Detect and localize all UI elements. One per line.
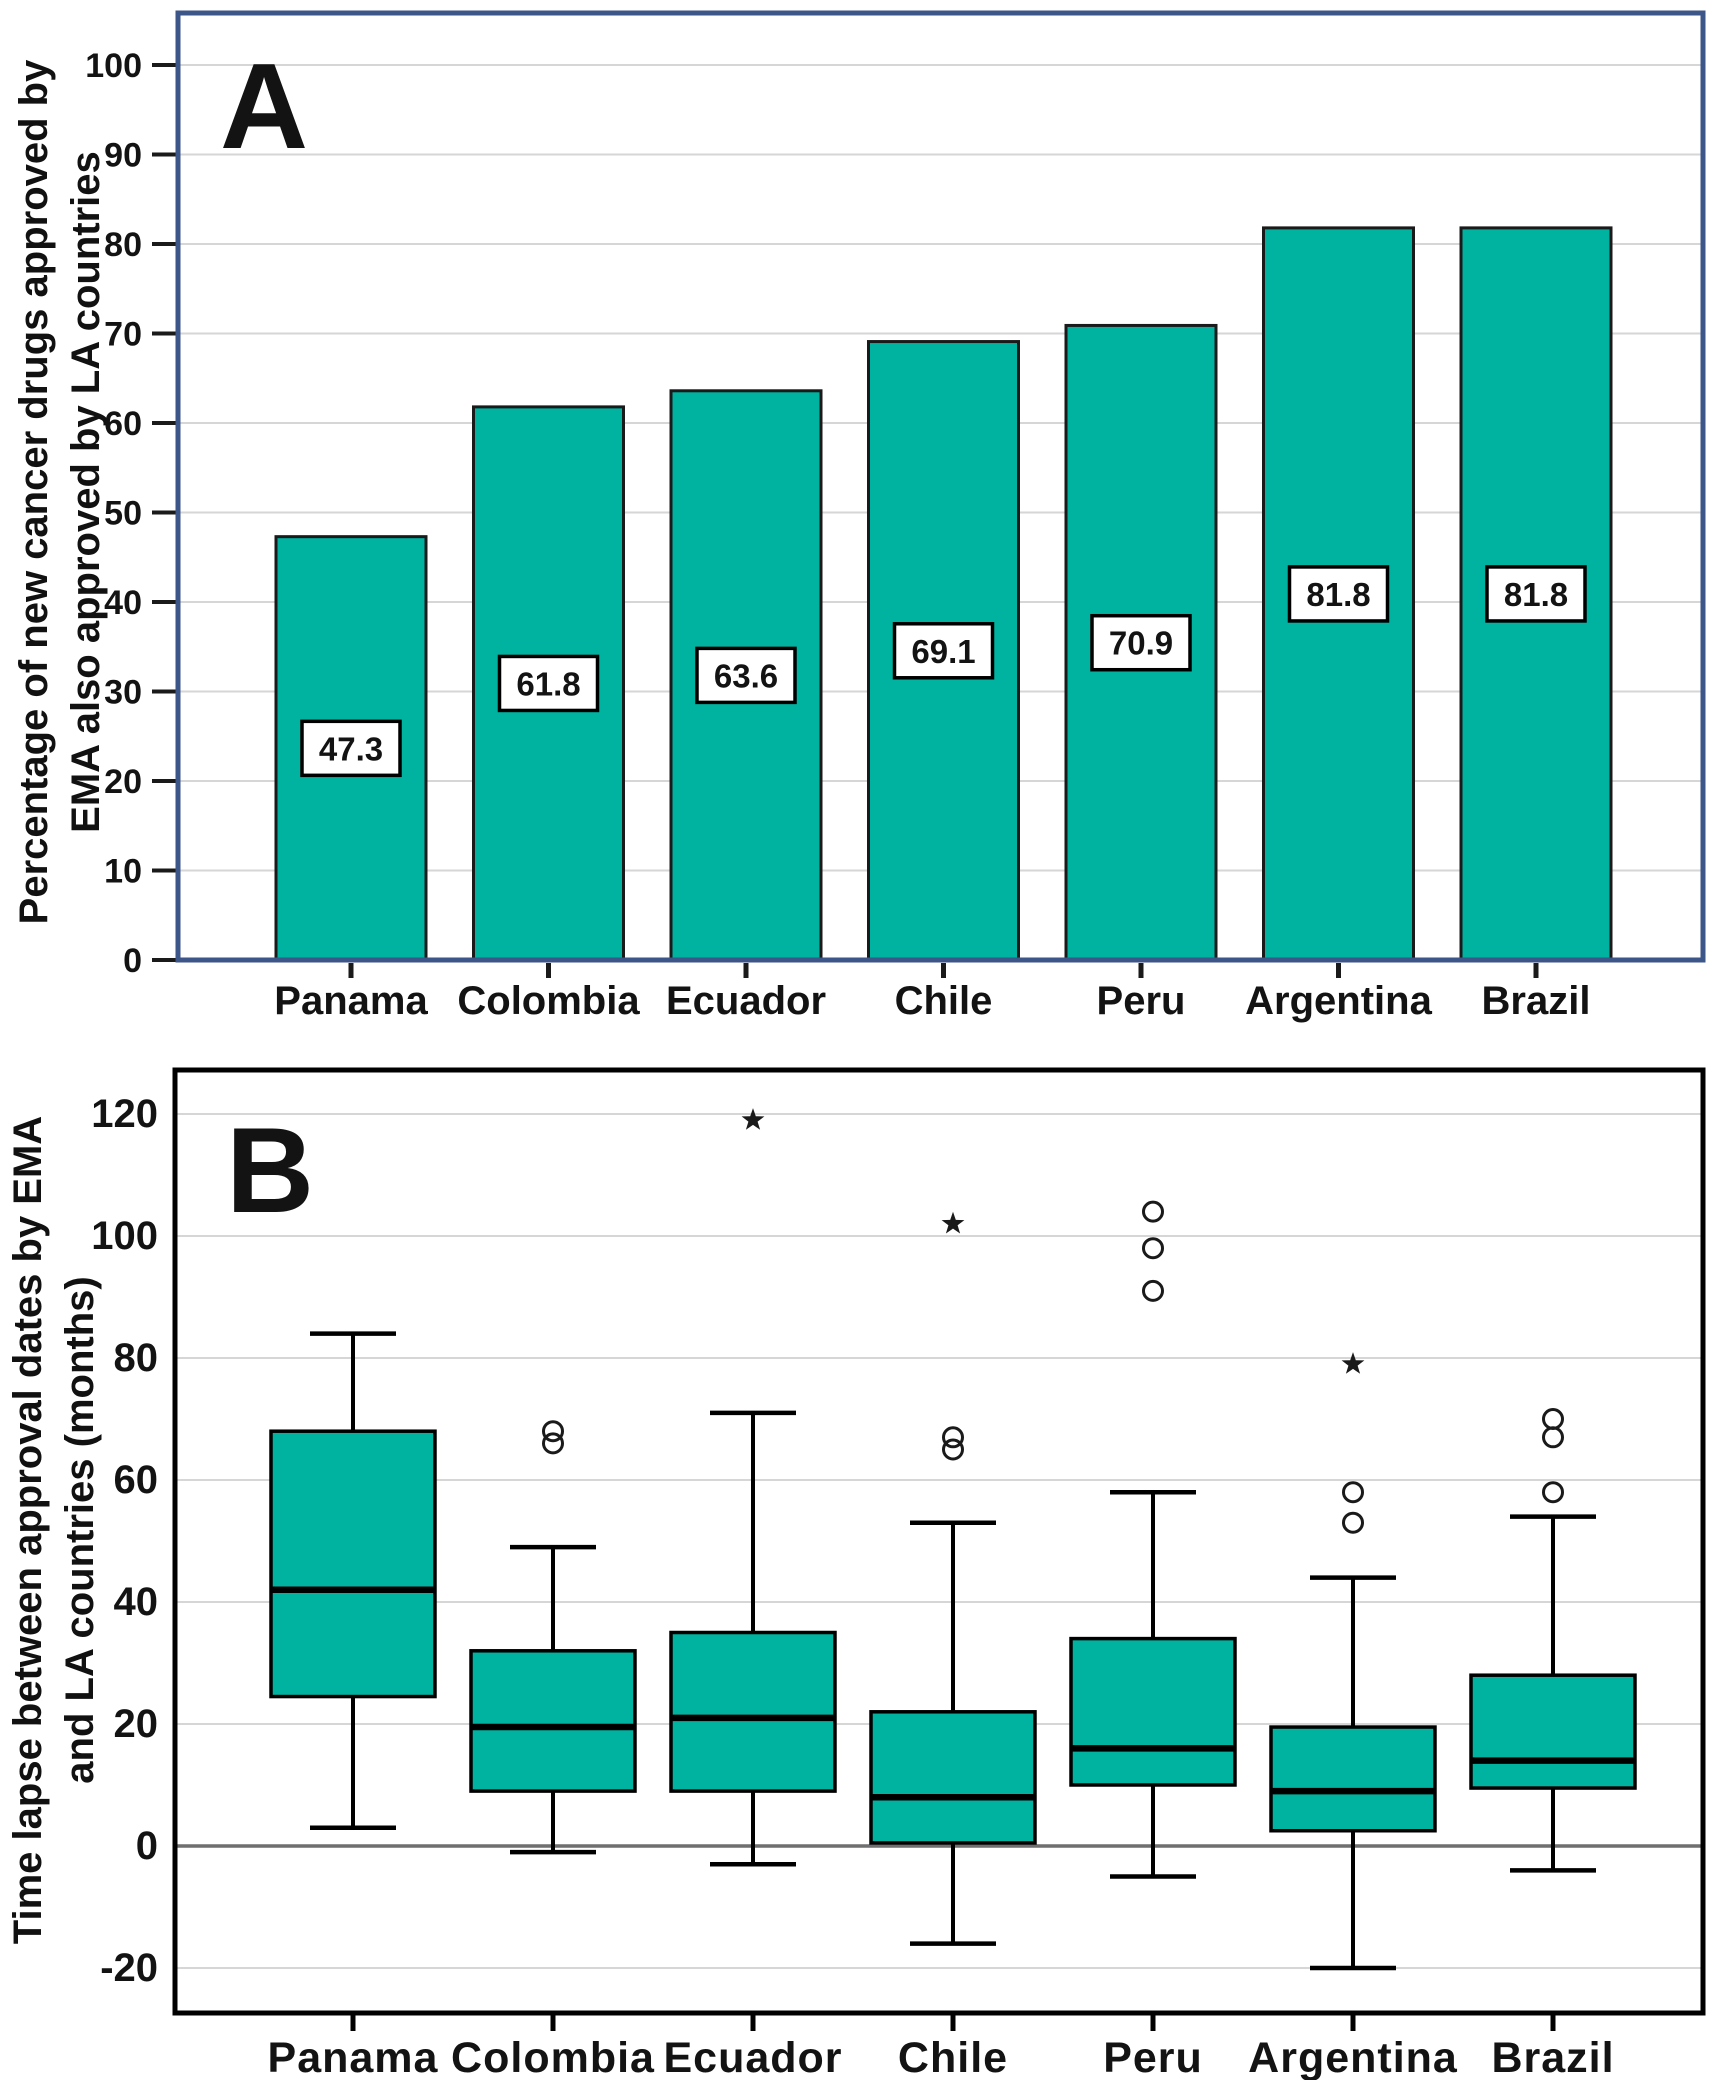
panel-a-bar-chart: 0 10 20 30 40 50 60 70 80 90 100 47.3 Panama 61.8 Colo…: [85, 10, 1706, 1023]
bar-value-box-colombia: [497, 654, 600, 713]
outlier-circle: [1142, 1279, 1164, 1302]
panel-a-y-tick-label: 10: [104, 853, 142, 891]
panel-a-letter: A: [220, 38, 308, 174]
panel-b-letter: B: [226, 1102, 314, 1238]
panel-a-y-tick-label: 70: [104, 316, 142, 354]
extreme-star: [941, 1211, 965, 1234]
outlier-circle: [1342, 1481, 1364, 1504]
panel-a-x-category-label: Brazil: [1482, 979, 1591, 1023]
panel-b-x-category-label: Chile: [898, 2034, 1008, 2080]
bar-value-box-brazil: [1485, 565, 1587, 623]
outlier-circle: [1142, 1237, 1164, 1260]
box-group-colombia: [469, 1420, 637, 1855]
panel-b-frame: [172, 1067, 1706, 2016]
panel-b-y-tick-label: 40: [114, 1580, 159, 1624]
bar-value-label: 81.8: [1306, 576, 1370, 613]
panel-b-box-plot: -20 0 20 40 60 80 100 120 Panama Colombia Ecuador C…: [91, 1067, 1706, 2080]
outlier-circle: [1542, 1426, 1564, 1449]
panel-a-y-tick-label: 50: [104, 495, 142, 533]
box-group-peru: [1069, 1200, 1237, 1879]
panel-a-x-category-label: Ecuador: [666, 979, 826, 1023]
outlier-circle: [1542, 1408, 1564, 1430]
panel-a-y-tick-label: 80: [104, 226, 142, 264]
panel-a-y-tick-label: 30: [104, 674, 142, 712]
panel-b-y-tick-label: 100: [91, 1214, 158, 1258]
panel-a-x-category-label: Chile: [895, 979, 993, 1023]
panel-b-y-tick-label: 80: [114, 1336, 159, 1380]
box-group-brazil: [1469, 1408, 1637, 1873]
panel-b-x-category-label: Panama: [268, 2034, 439, 2080]
panel-b-y-tick-label: 60: [114, 1458, 159, 1502]
panel-a-plot: 0 10 20 30 40 50 60 70 80 90 100 47.3 Panama 61.8 Colo…: [85, 10, 1706, 1023]
panel-b-x-category-label: Brazil: [1491, 2034, 1614, 2080]
bar-value-box-chile: [892, 622, 995, 680]
bar-value-box-argentina: [1287, 565, 1390, 623]
panel-a-y-tick-label: 20: [104, 763, 142, 801]
extreme-star: [1341, 1352, 1365, 1374]
panel-a-y-tick-label: 0: [123, 942, 142, 980]
panel-a-y-tick-label: 90: [104, 137, 142, 175]
panel-b-y-tick-label: 120: [91, 1092, 158, 1136]
panel-b-y-tick-label: 0: [136, 1824, 158, 1868]
bar-value-label: 61.8: [516, 665, 580, 702]
iqr-box: [1069, 1636, 1237, 1787]
panel-b-x-category-label: Colombia: [451, 2034, 655, 2080]
iqr-box: [269, 1429, 437, 1699]
outlier-circle: [1342, 1511, 1364, 1534]
bar-value-label: 81.8: [1504, 576, 1568, 613]
panel-a-frame: [175, 10, 1706, 963]
iqr-box: [669, 1630, 837, 1793]
iqr-box: [469, 1649, 637, 1793]
panel-a-y-tick-label: 60: [104, 405, 142, 443]
bar-value-box-panama: [300, 719, 402, 778]
panel-a-x-category-label: Panama: [274, 979, 428, 1023]
panel-a-x-category-label: Argentina: [1245, 979, 1432, 1023]
extreme-star: [741, 1108, 765, 1130]
box-group-ecuador: [669, 1108, 837, 1867]
panel-b-y-tick-label: 20: [114, 1702, 159, 1746]
panel-b-plot: -20 0 20 40 60 80 100 120 Panama Colombia Ecuador C…: [91, 1067, 1706, 2080]
outlier-circle: [542, 1420, 564, 1443]
box-group-panama: [269, 1331, 437, 1830]
bar-value-box-ecuador: [695, 646, 797, 705]
bar-value-label: 69.1: [911, 633, 975, 670]
bar-value-label: 70.9: [1109, 625, 1173, 662]
outlier-circle: [942, 1426, 964, 1449]
iqr-box: [1469, 1673, 1637, 1790]
outlier-circle: [942, 1438, 964, 1461]
iqr-box: [869, 1710, 1037, 1845]
panel-a-y-tick-label: 40: [104, 584, 142, 622]
panel-a-x-category-label: Peru: [1097, 979, 1186, 1023]
bar-value-label: 63.6: [714, 657, 778, 694]
panel-b-x-category-label: Peru: [1103, 2034, 1203, 2080]
outlier-circle: [1542, 1481, 1564, 1504]
panel-b-y-tick-label: -20: [100, 1946, 158, 1990]
bar-value-box-peru: [1090, 613, 1192, 672]
panel-b-x-category-label: Ecuador: [663, 2034, 842, 2080]
box-group-chile: [869, 1211, 1037, 1946]
panel-b-x-category-label: Argentina: [1248, 2034, 1458, 2080]
bar-value-label: 47.3: [319, 730, 383, 767]
iqr-box: [1269, 1725, 1437, 1833]
panel-a-y-tick-label: 100: [85, 47, 142, 85]
box-group-argentina: [1269, 1352, 1437, 1971]
outlier-circle: [1142, 1200, 1164, 1223]
panel-a-x-category-label: Colombia: [457, 979, 640, 1023]
outlier-circle: [542, 1432, 564, 1455]
